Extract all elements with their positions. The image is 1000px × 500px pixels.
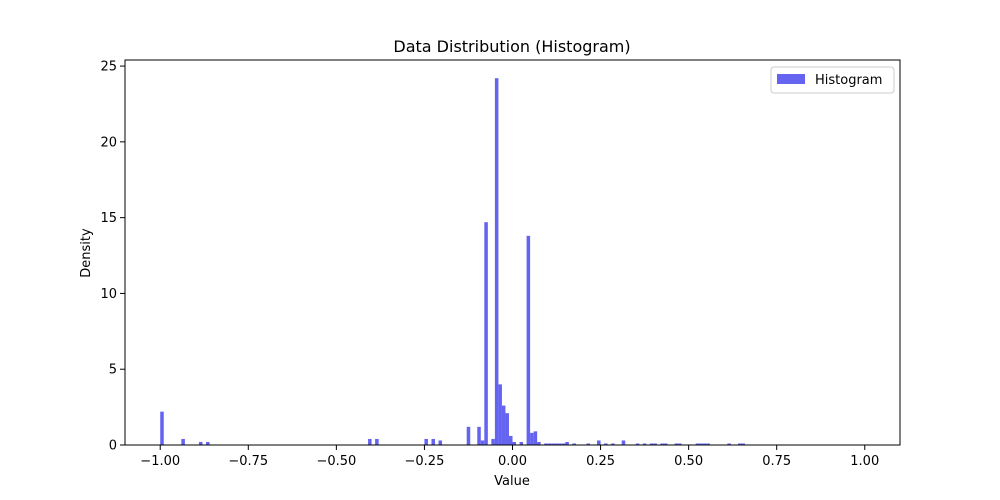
histogram-bar: [501, 405, 506, 445]
y-tick-label: 10: [100, 287, 117, 302]
histogram-bar: [604, 443, 608, 445]
x-tick-label: −1.00: [140, 454, 180, 469]
histogram-bar: [526, 235, 531, 445]
histogram-bar: [727, 443, 731, 445]
histogram-bar: [642, 443, 647, 445]
histogram-bar: [494, 78, 499, 445]
histogram-bar: [544, 443, 548, 445]
histogram-bar: [533, 431, 538, 445]
histogram-bar: [508, 435, 513, 445]
legend-swatch: [777, 74, 805, 84]
histogram-bar: [678, 443, 682, 445]
histogram-bar: [498, 384, 502, 445]
histogram-bar: [653, 443, 657, 445]
x-tick-label: −0.25: [405, 454, 445, 469]
x-tick-label: 0.75: [762, 454, 791, 469]
legend: Histogram: [770, 66, 895, 94]
histogram-bar: [572, 443, 576, 445]
x-tick-label: −0.75: [228, 454, 268, 469]
histogram-bar: [741, 443, 745, 445]
x-tick-label: 0.50: [674, 454, 703, 469]
histogram-bar: [491, 438, 495, 445]
x-axis: −1.00 −0.75 −0.50 −0.25 0.00 0.25 0.50 0.75 1.00: [140, 445, 879, 469]
histogram-bar: [431, 438, 435, 445]
x-tick-label: 1.00: [850, 454, 879, 469]
bars-group: [160, 78, 745, 445]
y-tick-label: 5: [109, 363, 117, 378]
histogram-bar: [660, 443, 664, 445]
histogram-bar: [674, 443, 679, 445]
histogram-bar: [706, 443, 710, 445]
histogram-bar: [480, 440, 485, 445]
histogram-bar: [561, 443, 566, 445]
y-axis: 0 5 10 15 20 25: [100, 60, 125, 454]
histogram-bar: [530, 432, 534, 445]
histogram-bar: [438, 440, 443, 445]
histogram-bar: [702, 443, 707, 445]
histogram-bar: [597, 440, 601, 445]
y-tick-label: 20: [100, 135, 117, 150]
histogram-bar: [368, 438, 372, 445]
histogram-bar: [484, 222, 488, 445]
histogram-bar: [477, 426, 481, 445]
x-axis-label: Value: [494, 474, 530, 489]
histogram-bar: [586, 443, 590, 445]
histogram-bar: [547, 443, 552, 445]
histogram-bar: [198, 441, 203, 445]
histogram-bar: [160, 411, 164, 445]
histogram-bar: [621, 440, 626, 445]
histogram-bar: [737, 443, 742, 445]
plot-frame: [124, 59, 901, 446]
x-tick-label: −0.50: [316, 454, 356, 469]
chart-title: Data Distribution (Histogram): [393, 37, 630, 56]
histogram-bar: [424, 438, 428, 445]
x-tick-label: 0.25: [586, 454, 615, 469]
legend-box: [770, 66, 895, 94]
histogram-bar: [519, 441, 524, 445]
histogram-bar: [505, 413, 509, 445]
histogram-bar: [512, 441, 517, 445]
histogram-bar: [206, 441, 210, 445]
y-tick-label: 15: [100, 211, 117, 226]
histogram-bar: [375, 438, 379, 445]
histogram-bar: [181, 438, 185, 445]
histogram-bar: [695, 443, 700, 445]
histogram-bar: [551, 443, 555, 445]
legend-label: Histogram: [815, 73, 882, 88]
histogram-bar: [699, 443, 703, 445]
y-tick-label: 25: [100, 60, 117, 75]
histogram-bar: [537, 441, 541, 445]
x-tick-label: 0.00: [498, 454, 527, 469]
histogram-bar: [558, 443, 562, 445]
y-tick-label: 0: [109, 439, 117, 454]
y-axis-label: Density: [79, 228, 94, 278]
histogram-bar: [635, 443, 640, 445]
histogram-bar: [649, 443, 654, 445]
histogram-bar: [466, 426, 471, 445]
histogram-bar: [565, 441, 569, 445]
histogram-bar: [554, 443, 559, 445]
histogram-bar: [611, 443, 615, 445]
histogram-bar: [663, 443, 668, 445]
